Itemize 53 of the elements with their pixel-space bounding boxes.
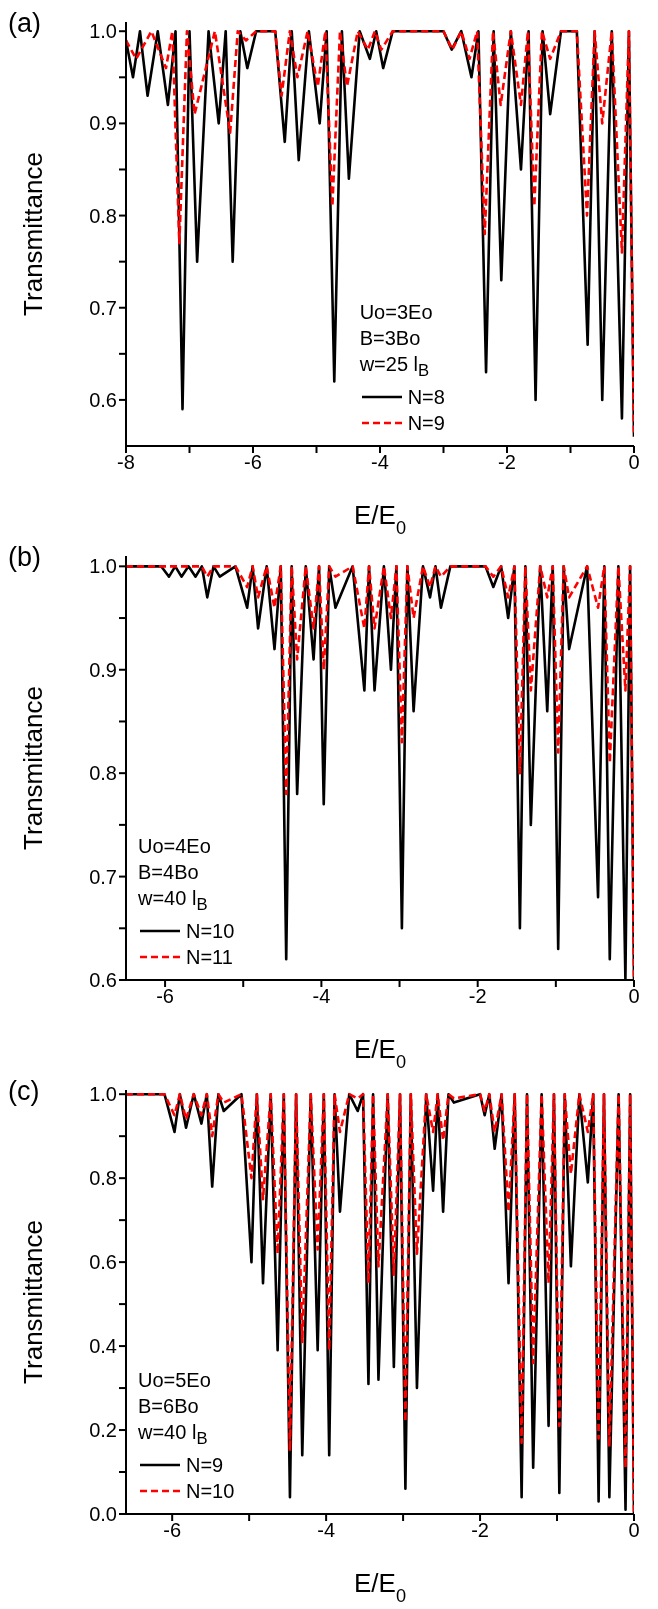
y-tick-label: 0.7 [89, 865, 117, 888]
annotation: B=3Bo [359, 326, 422, 351]
annotation: Uo=3Eo [359, 300, 434, 325]
y-tick-label: 0.6 [89, 969, 117, 992]
legend-label: N=11 [186, 945, 233, 970]
legend-label: N=10 [186, 919, 235, 944]
x-tick-label: -2 [468, 985, 487, 1008]
annotation: w=40 l$_{B}$ [138, 1420, 209, 1450]
legend-label: N=9 [186, 1453, 224, 1478]
annotation: w=40 l$_{B}$ [138, 886, 209, 916]
annotation: Uo=4Eo [138, 834, 212, 859]
y-tick-label: 0.0 [89, 1503, 117, 1526]
y-tick-label: 0.6 [89, 1251, 117, 1274]
y-tick-label: 1.0 [89, 1083, 117, 1106]
x-tick-label: -8 [117, 451, 135, 474]
annotation: B=4Bo [138, 860, 200, 885]
legend-label: N=9 [407, 411, 445, 436]
x-axis-title: E/E$_{0}$ [353, 1034, 407, 1072]
y-tick-label: 0.9 [89, 112, 117, 135]
y-tick-label: 0.6 [89, 389, 117, 412]
legend-label: N=10 [186, 1479, 235, 1504]
y-tick-label: 0.8 [89, 762, 117, 785]
x-axis-title: E/E$_{0}$ [353, 1568, 407, 1606]
x-tick-label: 0 [628, 1519, 640, 1542]
x-tick-label: -2 [471, 1519, 489, 1542]
y-axis-title: Transmittance [18, 152, 48, 316]
y-axis-title: Transmittance [18, 686, 48, 850]
x-tick-label: -6 [156, 985, 174, 1008]
x-tick-label: -6 [244, 451, 262, 474]
x-axis-title: E/E$_{0}$ [353, 500, 407, 538]
legend-label: N=8 [407, 385, 445, 410]
y-tick-label: 0.8 [89, 1167, 117, 1190]
x-tick-label: -4 [317, 1519, 336, 1542]
x-tick-label: -4 [312, 985, 331, 1008]
annotation: w=25 l$_{B}$ [359, 352, 431, 382]
x-tick-label: -2 [498, 451, 516, 474]
y-tick-label: 0.8 [89, 204, 117, 227]
y-tick-label: 0.4 [89, 1335, 117, 1358]
chart-title: (c) [8, 1076, 40, 1107]
y-axis-title: Transmittance [18, 1220, 48, 1384]
y-tick-label: 1.0 [89, 555, 117, 578]
annotation: B=6Bo [138, 1394, 200, 1419]
y-tick-label: 0.2 [89, 1419, 117, 1442]
x-tick-label: -6 [163, 1519, 182, 1542]
y-tick-label: 0.7 [89, 296, 117, 319]
chart-title: (b) [8, 542, 41, 573]
x-tick-label: 0 [628, 985, 640, 1008]
annotation: Uo=5Eo [138, 1368, 212, 1393]
x-tick-label: -4 [371, 451, 389, 474]
chart-title: (a) [8, 8, 41, 39]
y-tick-label: 0.9 [89, 658, 117, 681]
y-tick-label: 1.0 [89, 20, 117, 43]
x-tick-label: 0 [628, 451, 640, 474]
